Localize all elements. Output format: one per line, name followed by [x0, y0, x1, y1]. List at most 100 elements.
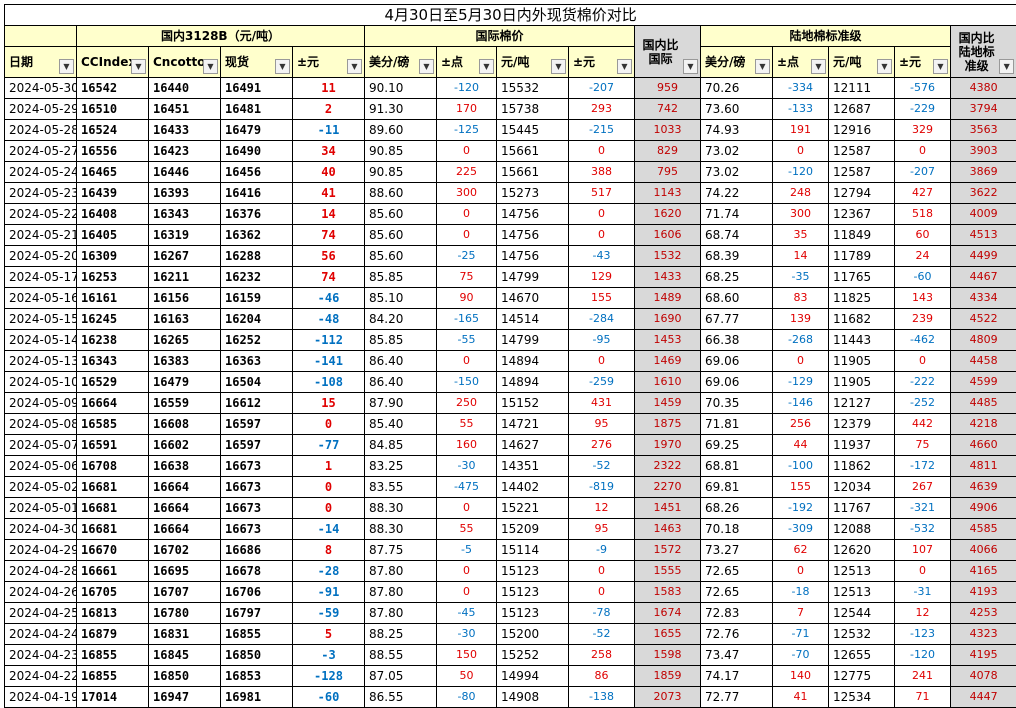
- cell-land-usd[interactable]: 69.06: [701, 351, 773, 372]
- cell-dom-vs-land[interactable]: 3903: [951, 141, 1016, 162]
- cell-intl-usd[interactable]: 84.20: [365, 309, 437, 330]
- cell-land-pts[interactable]: 14: [773, 246, 829, 267]
- cell-land-cny[interactable]: 11765: [829, 267, 895, 288]
- cell-date[interactable]: 2024-04-22: [5, 666, 77, 687]
- cell-land-cny[interactable]: 12532: [829, 624, 895, 645]
- cell-cncotton[interactable]: 16423: [149, 141, 221, 162]
- cell-chg[interactable]: 1: [293, 456, 365, 477]
- cell-land-chg[interactable]: -532: [895, 519, 951, 540]
- cell-intl-usd[interactable]: 88.25: [365, 624, 437, 645]
- cell-intl-usd[interactable]: 83.55: [365, 477, 437, 498]
- cell-land-pts[interactable]: 62: [773, 540, 829, 561]
- header-land-usd[interactable]: 美分/磅▼: [701, 47, 773, 78]
- cell-land-chg[interactable]: -60: [895, 267, 951, 288]
- header-chg[interactable]: ±元▼: [293, 47, 365, 78]
- cell-date[interactable]: 2024-05-14: [5, 330, 77, 351]
- cell-intl-usd[interactable]: 90.10: [365, 78, 437, 99]
- cell-intl-usd[interactable]: 89.60: [365, 120, 437, 141]
- cell-spot[interactable]: 16362: [221, 225, 293, 246]
- cell-chg[interactable]: 0: [293, 477, 365, 498]
- cell-intl-usd[interactable]: 88.60: [365, 183, 437, 204]
- cell-cncotton[interactable]: 16211: [149, 267, 221, 288]
- cell-land-cny[interactable]: 12620: [829, 540, 895, 561]
- cell-chg[interactable]: 5: [293, 624, 365, 645]
- cell-land-chg[interactable]: -222: [895, 372, 951, 393]
- cell-intl-pts[interactable]: 0: [437, 498, 497, 519]
- cell-intl-cny[interactable]: 15123: [497, 582, 569, 603]
- cell-intl-cny[interactable]: 14351: [497, 456, 569, 477]
- cell-intl-usd[interactable]: 88.30: [365, 498, 437, 519]
- cell-dom-vs-intl[interactable]: 1610: [635, 372, 701, 393]
- cell-intl-chg[interactable]: -95: [569, 330, 635, 351]
- cell-land-pts[interactable]: -192: [773, 498, 829, 519]
- cell-cncotton[interactable]: 16608: [149, 414, 221, 435]
- cell-cncotton[interactable]: 16383: [149, 351, 221, 372]
- cell-dom-vs-land[interactable]: 4380: [951, 78, 1016, 99]
- cell-cncotton[interactable]: 16638: [149, 456, 221, 477]
- cell-chg[interactable]: -128: [293, 666, 365, 687]
- cell-intl-cny[interactable]: 14402: [497, 477, 569, 498]
- cell-intl-pts[interactable]: -55: [437, 330, 497, 351]
- cell-spot[interactable]: 16376: [221, 204, 293, 225]
- dropdown-arrow-icon[interactable]: ▼: [479, 59, 494, 74]
- header-dom-vs-intl[interactable]: 国内比国际 ▼: [635, 26, 701, 78]
- cell-date[interactable]: 2024-05-10: [5, 372, 77, 393]
- cell-land-cny[interactable]: 12127: [829, 393, 895, 414]
- cell-land-usd[interactable]: 68.39: [701, 246, 773, 267]
- cell-chg[interactable]: -11: [293, 120, 365, 141]
- cell-intl-cny[interactable]: 15445: [497, 120, 569, 141]
- cell-dom-vs-intl[interactable]: 1489: [635, 288, 701, 309]
- cell-land-chg[interactable]: 427: [895, 183, 951, 204]
- cell-dom-vs-land[interactable]: 4499: [951, 246, 1016, 267]
- cell-land-pts[interactable]: 155: [773, 477, 829, 498]
- cell-dom-vs-land[interactable]: 4458: [951, 351, 1016, 372]
- dropdown-arrow-icon[interactable]: ▼: [811, 59, 826, 74]
- cell-spot[interactable]: 16981: [221, 687, 293, 708]
- cell-ccindex[interactable]: 16708: [77, 456, 149, 477]
- cell-chg[interactable]: 2: [293, 99, 365, 120]
- cell-dom-vs-intl[interactable]: 1469: [635, 351, 701, 372]
- cell-intl-chg[interactable]: 0: [569, 225, 635, 246]
- cell-cncotton[interactable]: 16664: [149, 498, 221, 519]
- cell-land-usd[interactable]: 69.25: [701, 435, 773, 456]
- cell-land-chg[interactable]: -462: [895, 330, 951, 351]
- cell-land-pts[interactable]: 44: [773, 435, 829, 456]
- cell-spot[interactable]: 16597: [221, 435, 293, 456]
- cell-land-chg[interactable]: -252: [895, 393, 951, 414]
- cell-cncotton[interactable]: 16831: [149, 624, 221, 645]
- cell-land-pts[interactable]: -268: [773, 330, 829, 351]
- cell-chg[interactable]: 74: [293, 267, 365, 288]
- cell-land-pts[interactable]: -18: [773, 582, 829, 603]
- cell-land-chg[interactable]: 241: [895, 666, 951, 687]
- header-intl-usd[interactable]: 美分/磅▼: [365, 47, 437, 78]
- cell-intl-usd[interactable]: 85.10: [365, 288, 437, 309]
- cell-intl-pts[interactable]: -5: [437, 540, 497, 561]
- cell-spot[interactable]: 16673: [221, 498, 293, 519]
- cell-land-cny[interactable]: 12587: [829, 141, 895, 162]
- cell-cncotton[interactable]: 16265: [149, 330, 221, 351]
- cell-intl-cny[interactable]: 14994: [497, 666, 569, 687]
- cell-intl-pts[interactable]: 250: [437, 393, 497, 414]
- cell-land-usd[interactable]: 73.60: [701, 99, 773, 120]
- cell-intl-cny[interactable]: 14721: [497, 414, 569, 435]
- cell-dom-vs-intl[interactable]: 2322: [635, 456, 701, 477]
- cell-spot[interactable]: 16673: [221, 519, 293, 540]
- cell-chg[interactable]: 40: [293, 162, 365, 183]
- cell-land-chg[interactable]: -576: [895, 78, 951, 99]
- cell-chg[interactable]: -46: [293, 288, 365, 309]
- cell-intl-pts[interactable]: 90: [437, 288, 497, 309]
- cell-intl-pts[interactable]: 170: [437, 99, 497, 120]
- cell-land-usd[interactable]: 69.81: [701, 477, 773, 498]
- cell-ccindex[interactable]: 16238: [77, 330, 149, 351]
- cell-chg[interactable]: -112: [293, 330, 365, 351]
- cell-spot[interactable]: 16853: [221, 666, 293, 687]
- cell-intl-chg[interactable]: -52: [569, 624, 635, 645]
- cell-intl-usd[interactable]: 86.40: [365, 351, 437, 372]
- cell-ccindex[interactable]: 16813: [77, 603, 149, 624]
- cell-intl-pts[interactable]: -25: [437, 246, 497, 267]
- cell-land-chg[interactable]: -172: [895, 456, 951, 477]
- cell-intl-chg[interactable]: -819: [569, 477, 635, 498]
- cell-land-pts[interactable]: 0: [773, 351, 829, 372]
- cell-intl-chg[interactable]: 517: [569, 183, 635, 204]
- cell-dom-vs-land[interactable]: 4522: [951, 309, 1016, 330]
